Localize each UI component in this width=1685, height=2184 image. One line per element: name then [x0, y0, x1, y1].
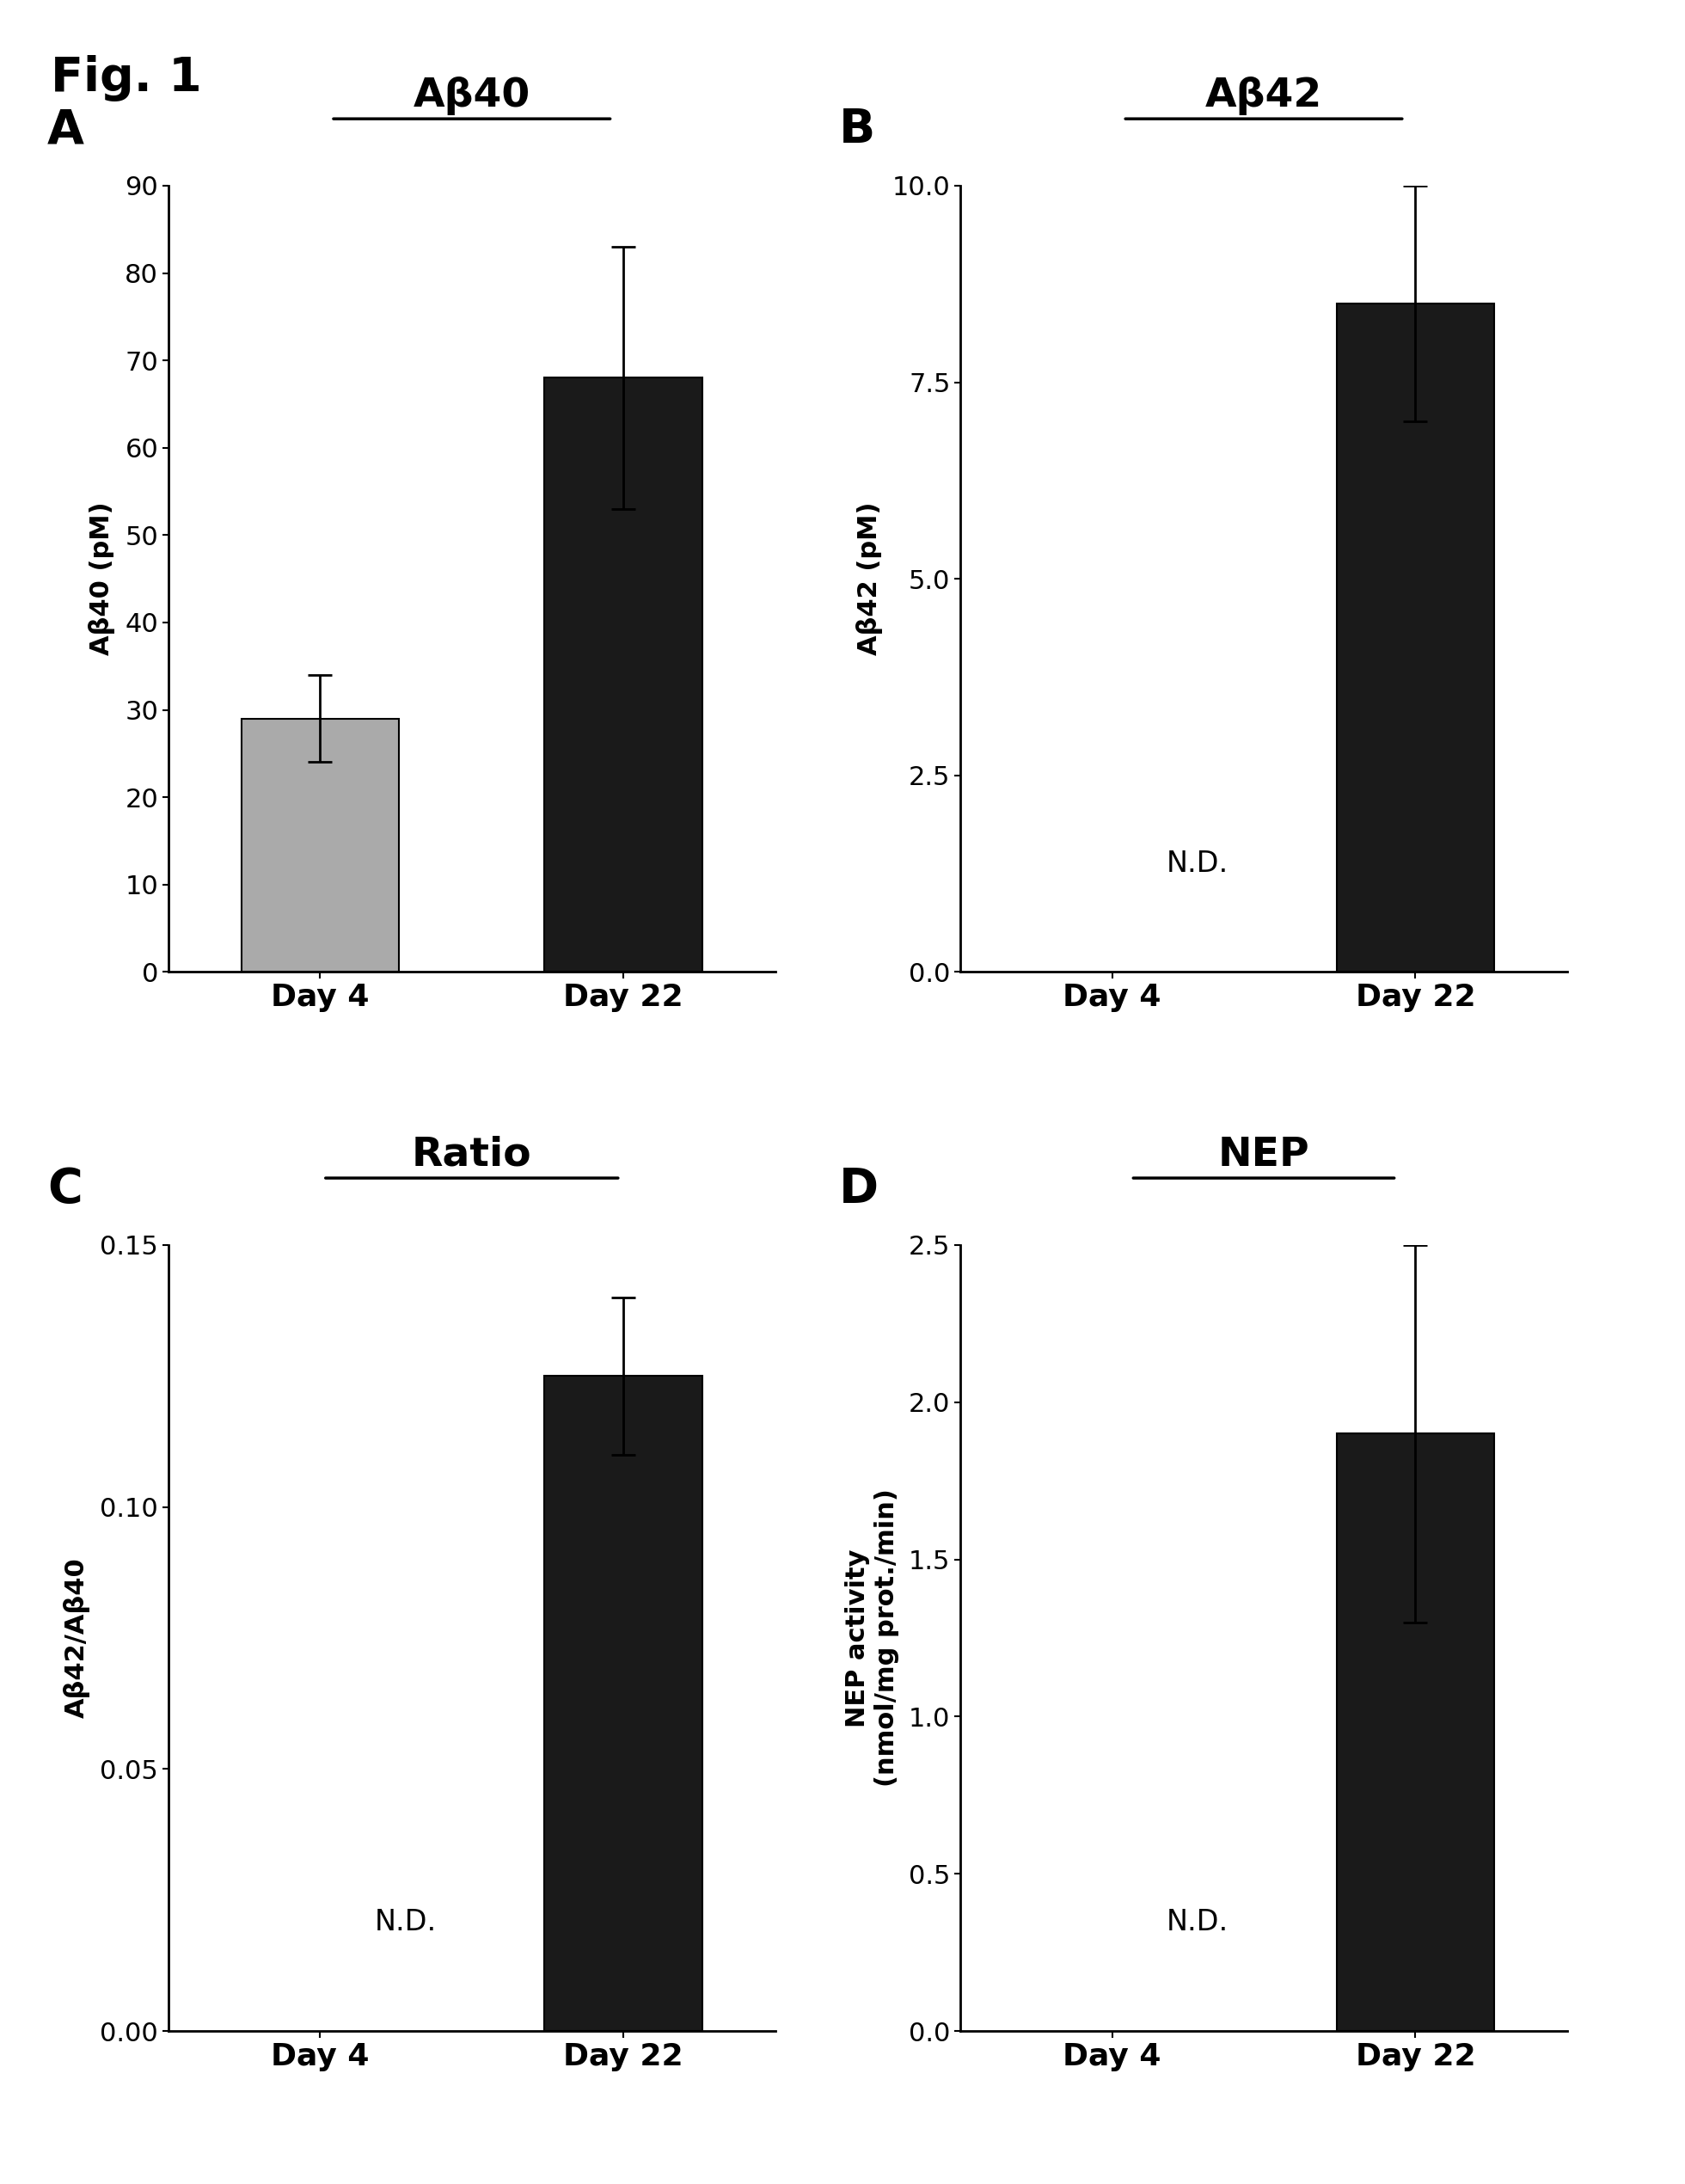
- Text: N.D.: N.D.: [1166, 850, 1228, 878]
- Text: Fig. 1: Fig. 1: [51, 55, 202, 100]
- Bar: [1336, 304, 1495, 972]
- Text: N.D.: N.D.: [1166, 1909, 1228, 1937]
- Y-axis label: Aβ42/Aβ40: Aβ42/Aβ40: [64, 1557, 91, 1719]
- Text: D: D: [839, 1166, 880, 1212]
- Text: Ratio: Ratio: [411, 1136, 532, 1175]
- Bar: [241, 719, 399, 972]
- Y-axis label: Aβ42 (pM): Aβ42 (pM): [856, 502, 883, 655]
- Text: C: C: [47, 1166, 83, 1212]
- Text: Aβ40: Aβ40: [413, 76, 531, 116]
- Y-axis label: NEP activity
(nmol/mg prot./min): NEP activity (nmol/mg prot./min): [846, 1489, 900, 1787]
- Bar: [544, 1376, 703, 2031]
- Text: B: B: [839, 107, 876, 153]
- Bar: [544, 378, 703, 972]
- Text: Aβ42: Aβ42: [1205, 76, 1323, 116]
- Text: N.D.: N.D.: [374, 1909, 436, 1937]
- Y-axis label: Aβ40 (pM): Aβ40 (pM): [89, 502, 115, 655]
- Bar: [1336, 1433, 1495, 2031]
- Text: NEP: NEP: [1218, 1136, 1309, 1175]
- Text: A: A: [47, 107, 84, 153]
